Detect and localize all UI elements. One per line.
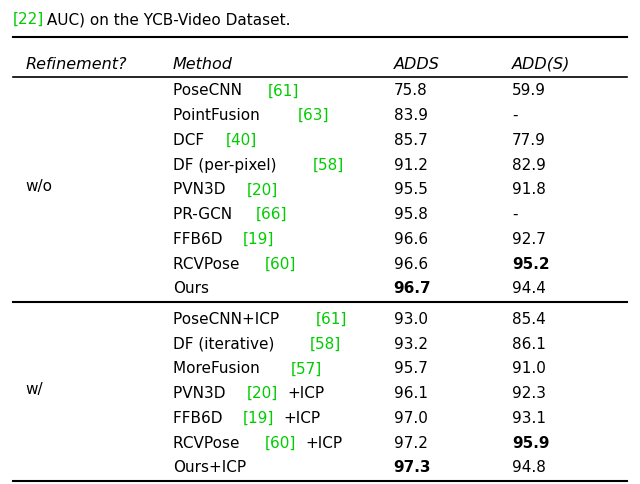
Text: -: - [512, 207, 518, 222]
Text: [20]: [20] [247, 385, 278, 400]
Text: Ours+ICP: Ours+ICP [173, 459, 246, 474]
Text: 95.7: 95.7 [394, 361, 428, 376]
Text: 97.2: 97.2 [394, 435, 428, 450]
Text: 94.8: 94.8 [512, 459, 546, 474]
Text: Refinement?: Refinement? [26, 57, 127, 72]
Text: 91.8: 91.8 [512, 182, 546, 197]
Text: [60]: [60] [265, 435, 296, 450]
Text: [61]: [61] [268, 83, 300, 98]
Text: w/o: w/o [26, 178, 52, 193]
Text: 92.3: 92.3 [512, 385, 546, 400]
Text: PoseCNN+ICP: PoseCNN+ICP [173, 311, 284, 326]
Text: 83.9: 83.9 [394, 108, 428, 123]
Text: FFB6D: FFB6D [173, 231, 227, 246]
Text: 91.2: 91.2 [394, 157, 428, 172]
Text: AUC) on the YCB-Video Dataset.: AUC) on the YCB-Video Dataset. [42, 12, 290, 27]
Text: [60]: [60] [265, 256, 296, 271]
Text: 96.1: 96.1 [394, 385, 428, 400]
Text: 95.5: 95.5 [394, 182, 428, 197]
Text: 96.7: 96.7 [394, 281, 431, 296]
Text: 59.9: 59.9 [512, 83, 546, 98]
Text: DCF: DCF [173, 133, 214, 148]
Text: 94.4: 94.4 [512, 281, 546, 296]
Text: 85.4: 85.4 [512, 311, 546, 326]
Text: 93.1: 93.1 [512, 410, 546, 425]
Text: [58]: [58] [310, 336, 341, 351]
Text: ADD(S): ADD(S) [512, 57, 570, 72]
Text: -: - [512, 108, 518, 123]
Text: 92.7: 92.7 [512, 231, 546, 246]
Text: PR-GCN: PR-GCN [173, 207, 237, 222]
Text: 85.7: 85.7 [394, 133, 428, 148]
Text: +ICP: +ICP [305, 435, 342, 450]
Text: w/: w/ [26, 381, 44, 396]
Text: [61]: [61] [316, 311, 348, 326]
Text: 86.1: 86.1 [512, 336, 546, 351]
Text: [22]: [22] [13, 12, 44, 27]
Text: [20]: [20] [247, 182, 278, 197]
Text: 75.8: 75.8 [394, 83, 428, 98]
Text: ADDS: ADDS [394, 57, 440, 72]
Text: RCVPose: RCVPose [173, 435, 244, 450]
Text: [19]: [19] [243, 410, 275, 425]
Text: 95.8: 95.8 [394, 207, 428, 222]
Text: 95.9: 95.9 [512, 435, 550, 450]
Text: Method: Method [173, 57, 233, 72]
Text: 77.9: 77.9 [512, 133, 546, 148]
Text: 82.9: 82.9 [512, 157, 546, 172]
Text: [40]: [40] [225, 133, 257, 148]
Text: MoreFusion: MoreFusion [173, 361, 264, 376]
Text: 96.6: 96.6 [394, 231, 428, 246]
Text: 97.0: 97.0 [394, 410, 428, 425]
Text: PVN3D: PVN3D [173, 385, 230, 400]
Text: FFB6D: FFB6D [173, 410, 227, 425]
Text: [57]: [57] [291, 361, 323, 376]
Text: PVN3D: PVN3D [173, 182, 230, 197]
Text: PoseCNN: PoseCNN [173, 83, 246, 98]
Text: Ours: Ours [173, 281, 209, 296]
Text: [58]: [58] [312, 157, 344, 172]
Text: [63]: [63] [298, 108, 329, 123]
Text: [19]: [19] [243, 231, 275, 246]
Text: DF (per-pixel): DF (per-pixel) [173, 157, 281, 172]
Text: 93.2: 93.2 [394, 336, 428, 351]
Text: DF (iterative): DF (iterative) [173, 336, 279, 351]
Text: [66]: [66] [255, 207, 287, 222]
Text: +ICP: +ICP [287, 385, 324, 400]
Text: 96.6: 96.6 [394, 256, 428, 271]
Text: +ICP: +ICP [284, 410, 321, 425]
Text: 97.3: 97.3 [394, 459, 431, 474]
Text: 95.2: 95.2 [512, 256, 550, 271]
Text: 93.0: 93.0 [394, 311, 428, 326]
Text: PointFusion: PointFusion [173, 108, 269, 123]
Text: RCVPose: RCVPose [173, 256, 244, 271]
Text: 91.0: 91.0 [512, 361, 546, 376]
